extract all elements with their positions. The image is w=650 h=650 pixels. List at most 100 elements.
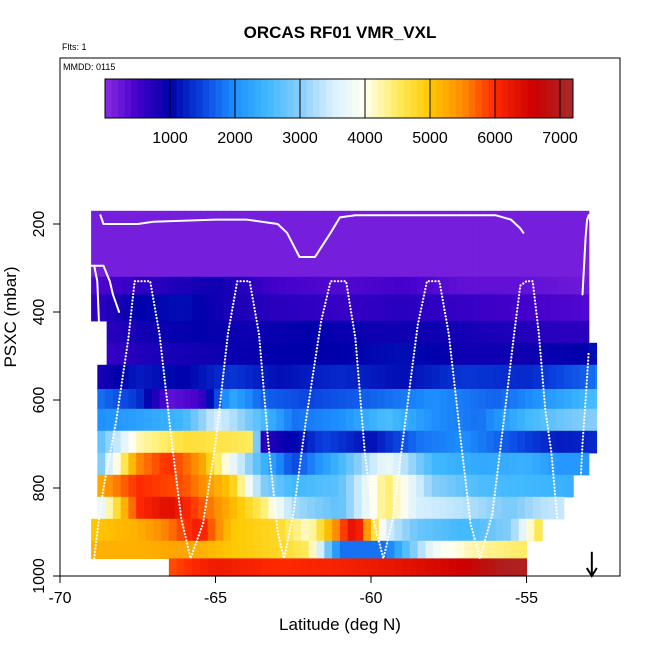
heatmap-cell-r10-c30 [330, 474, 339, 498]
heatmap-cell-r11-c16 [221, 496, 231, 520]
colorbar-swatch-42 [378, 79, 385, 118]
heatmap-cell-r3-c35 [378, 320, 388, 344]
heatmap-cell-r4-c12 [199, 342, 209, 366]
heatmap-cell-r10-c39 [400, 474, 409, 498]
colorbar-swatch-54 [456, 79, 463, 118]
heatmap-cell-r1-c37 [378, 276, 388, 295]
heatmap-cell-r13-c25 [285, 540, 294, 559]
flight-track-segment-3 [581, 214, 593, 296]
heatmap-cell-r2-c30 [324, 294, 333, 322]
heatmap-cell-r14-c10 [246, 558, 255, 577]
heatmap-cell-r5-c2 [112, 364, 122, 390]
heatmap-cell-r10-c26 [299, 474, 308, 498]
heatmap-cell-r8-c0 [97, 430, 106, 454]
heatmap-cell-r12-c2 [106, 518, 116, 542]
heatmap-cell-r14-c16 [293, 558, 302, 577]
heatmap-cell-r10-c5 [136, 474, 145, 498]
heatmap-cell-r11-c8 [159, 496, 168, 520]
heatmap-cell-r13-c6 [137, 540, 147, 559]
heatmap-cell-r4-c14 [215, 342, 224, 366]
heatmap-cell-r1-c27 [301, 276, 310, 295]
colorbar-swatch-16 [209, 79, 216, 118]
heatmap-cell-r8-c12 [190, 430, 199, 454]
heatmap-cell-r1-c36 [371, 276, 380, 295]
heatmap-cell-r8-c23 [276, 430, 285, 454]
heatmap-cell-r10-c2 [112, 474, 122, 498]
heatmap-cell-r12-c50 [479, 518, 489, 542]
heatmap-cell-r13-c47 [456, 540, 465, 559]
heatmap-cell-r5-c21 [260, 364, 269, 390]
heatmap-cell-r3-c47 [472, 320, 481, 344]
heatmap-cell-r9-c13 [198, 452, 207, 476]
colorbar-swatch-52 [443, 79, 450, 118]
heatmap-cell-r12-c40 [402, 518, 411, 542]
heatmap-cell-r12-c35 [363, 518, 372, 542]
heatmap-cell-r10-c25 [291, 474, 301, 498]
colorbar-swatch-58 [482, 79, 489, 118]
heatmap-cell-r9-c41 [416, 452, 425, 476]
heatmap-cell-r5-c53 [509, 364, 518, 390]
heatmap-cell-r4-c34 [371, 342, 380, 366]
heatmap-cell-r6-c63 [587, 389, 596, 410]
heatmap-cell-r9-c9 [167, 452, 176, 476]
heatmap-cell-r14-c40 [479, 558, 489, 577]
heatmap-cell-r2-c58 [542, 294, 551, 322]
colorbar-swatch-11 [176, 79, 184, 118]
heatmap-cell-r11-c3 [120, 496, 130, 520]
colorbar-swatch-65 [527, 79, 535, 118]
heatmap-cell-r8-c18 [237, 430, 246, 454]
heatmap-cell-r1-c59 [549, 276, 559, 295]
colorbar-swatch-64 [521, 79, 528, 118]
heatmap-cell-r3-c28 [324, 320, 333, 344]
heatmap-cell-r1-c17 [223, 276, 232, 295]
heatmap-cell-r2-c34 [355, 294, 364, 322]
heatmap-cell-r4-c61 [580, 342, 590, 366]
heatmap-cell-r0-c6 [137, 210, 147, 278]
heatmap-cell-r4-c40 [417, 342, 427, 366]
heatmap-cell-r9-c27 [307, 452, 316, 476]
heatmap-cell-r2-c16 [215, 294, 224, 322]
heatmap-cell-r13-c53 [503, 540, 512, 559]
colorbar-swatch-37 [345, 79, 353, 118]
heatmap-cell-r12-c11 [176, 518, 186, 542]
heatmap-cell-r11-c54 [517, 496, 526, 520]
colorbar-swatch-25 [267, 79, 275, 118]
y-tick-label-2: 600 [31, 387, 48, 414]
heatmap-cell-r9-c18 [237, 452, 246, 476]
heatmap-cell-r4-c31 [347, 342, 357, 366]
heatmap-cell-r5-c24 [283, 364, 293, 390]
heatmap-cell-r12-c12 [184, 518, 193, 542]
heatmap-cell-r3-c24 [293, 320, 302, 344]
heatmap-cell-r4-c54 [526, 342, 535, 366]
heatmap-cell-r6-c35 [369, 389, 378, 410]
heatmap-cell-r3-c38 [402, 320, 411, 344]
heatmap-cell-r2-c31 [332, 294, 341, 322]
heatmap-cell-r12-c16 [215, 518, 224, 542]
colorbar-swatch-49 [423, 79, 431, 118]
heatmap-cell-r0-c0 [91, 210, 100, 278]
heatmap-cell-r14-c19 [316, 558, 325, 577]
heatmap-cell-r9-c26 [299, 452, 308, 476]
heatmap-cell-r0-c55 [518, 210, 528, 278]
heatmap-cell-r12-c29 [316, 518, 325, 542]
colorbar-swatch-28 [287, 79, 294, 118]
heatmap-cell-r4-c42 [433, 342, 442, 366]
colorbar-swatch-53 [449, 79, 457, 118]
heatmap-cell-r5-c35 [369, 364, 378, 390]
heatmap-cell-r7-c47 [462, 408, 472, 432]
heatmap-cell-r3-c14 [215, 320, 224, 344]
heatmap-cell-r6-c24 [283, 389, 293, 410]
heatmap-cell-r7-c20 [252, 408, 262, 432]
heatmap-cell-r7-c8 [159, 408, 168, 432]
heatmap-cell-r7-c33 [353, 408, 363, 432]
heatmap-cell-r7-c53 [509, 408, 518, 432]
heatmap-cell-r9-c17 [229, 452, 238, 476]
heatmap-cell-r9-c12 [190, 452, 199, 476]
heatmap-cell-r8-c4 [128, 430, 137, 454]
heatmap-cell-r8-c50 [486, 430, 495, 454]
heatmap-cell-r12-c13 [192, 518, 201, 542]
heatmap-cell-r1-c62 [573, 276, 582, 295]
heatmap-cell-r12-c26 [293, 518, 302, 542]
heatmap-cell-r2-c38 [386, 294, 395, 322]
heatmap-cell-r11-c23 [276, 496, 285, 520]
